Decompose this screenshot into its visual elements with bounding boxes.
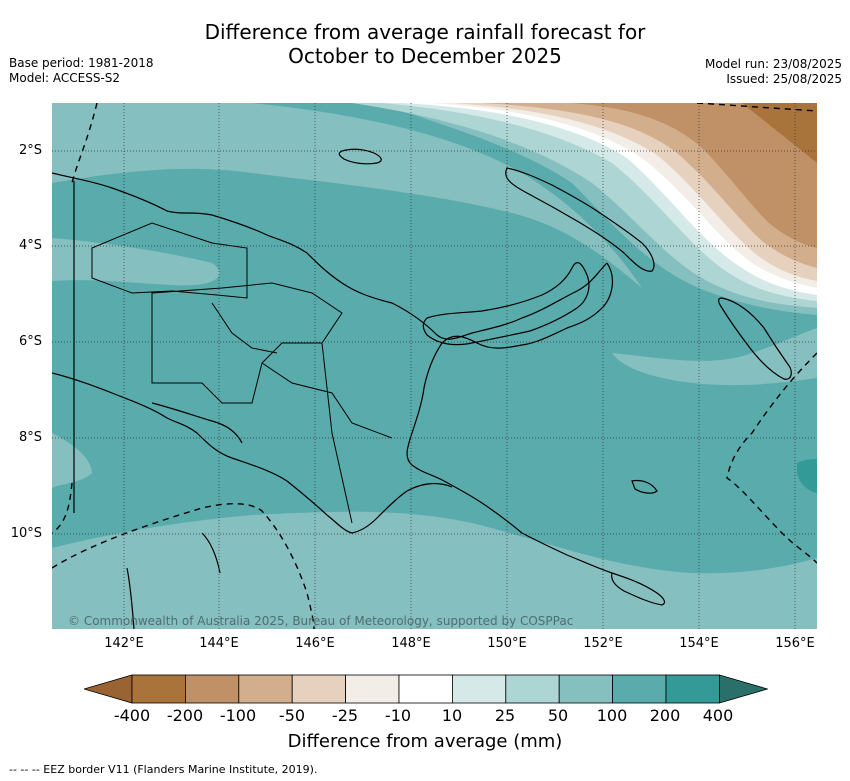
- band-50-100-south: [52, 511, 817, 629]
- band-200-400: [797, 459, 817, 493]
- colorbar-title: Difference from average (mm): [287, 731, 563, 752]
- colorbar-label: 25: [494, 706, 516, 725]
- colorbar-segment: [612, 674, 667, 704]
- map-title: Difference from average rainfall forecas…: [0, 20, 850, 68]
- base-period: Base period: 1981-2018: [9, 56, 154, 70]
- lon-label-156e: 156°E: [775, 636, 815, 651]
- issued-date: Issued: 25/08/2025: [726, 72, 842, 86]
- gridlines: [52, 103, 817, 629]
- colorbar-label: 400: [702, 706, 734, 725]
- colorbar-label: 200: [649, 706, 681, 725]
- lat-label-6s: 6°S: [18, 334, 42, 349]
- lon-label-146e: 146°E: [295, 636, 335, 651]
- lon-label-150e: 150°E: [487, 636, 527, 651]
- colorbar-segment: [558, 674, 614, 704]
- model-run: Model run: 23/08/2025: [704, 57, 842, 71]
- lon-label-152e: 152°E: [583, 636, 623, 651]
- colorbar-label: -100: [219, 706, 257, 725]
- band-50-100-west: [52, 238, 220, 286]
- title-line-1: Difference from average rainfall forecas…: [204, 20, 646, 44]
- colorbar-label: -25: [331, 706, 359, 725]
- lon-label-154e: 154°E: [679, 636, 719, 651]
- colorbar-label: -200: [166, 706, 204, 725]
- colorbar-segment: [291, 674, 346, 704]
- colorbar-segment: [238, 674, 293, 704]
- colorbar-label: -400: [113, 706, 151, 725]
- eez-borders: [52, 103, 817, 629]
- colorbar-label: 50: [547, 706, 569, 725]
- eez-footnote: -- -- -- EEZ border V11 (Flanders Marine…: [9, 763, 318, 776]
- lat-label-2s: 2°S: [18, 143, 42, 158]
- band-50-100-southeast: [612, 328, 817, 386]
- province-borders: [91, 222, 393, 524]
- colorbar-segment: [665, 674, 720, 704]
- band-50-100-topleft: [52, 103, 642, 288]
- colorbar-segment: [398, 674, 453, 704]
- band-minus200-minus100: [572, 103, 817, 248]
- colorbar-segment: [505, 674, 560, 704]
- meta-left: Base period: 1981-2018 Model: ACCESS-S2: [9, 56, 154, 86]
- colorbar-segment: [131, 674, 186, 704]
- band-50-100-southwest: [52, 433, 92, 488]
- colorbar-extend-low: [84, 674, 133, 704]
- colorbar-segment: [451, 674, 507, 704]
- lon-label-142e: 142°E: [104, 636, 144, 651]
- coastlines: [52, 148, 792, 629]
- model-name: Model: ACCESS-S2: [9, 71, 121, 85]
- colorbar-label: -50: [278, 706, 306, 725]
- meta-right: Model run: 23/08/2025 Issued: 25/08/2025: [705, 57, 842, 87]
- lon-label-148e: 148°E: [391, 636, 431, 651]
- colorbar-segment: [345, 674, 400, 704]
- colorbar-extend-high: [719, 674, 768, 704]
- colorbar-label: -10: [384, 706, 412, 725]
- rainfall-map: [52, 103, 817, 629]
- lon-label-144e: 144°E: [199, 636, 239, 651]
- band-minus400-minus200: [742, 103, 817, 163]
- title-line-2: October to December 2025: [288, 44, 562, 68]
- copyright-notice: © Commonwealth of Australia 2025, Bureau…: [68, 614, 574, 628]
- lat-label-10s: 10°S: [10, 526, 42, 541]
- colorbar-label: 100: [596, 706, 628, 725]
- lat-label-4s: 4°S: [18, 238, 42, 253]
- colorbar-label: 10: [441, 706, 463, 725]
- lat-label-8s: 8°S: [18, 430, 42, 445]
- colorbar: [84, 674, 768, 704]
- colorbar-segment: [185, 674, 240, 704]
